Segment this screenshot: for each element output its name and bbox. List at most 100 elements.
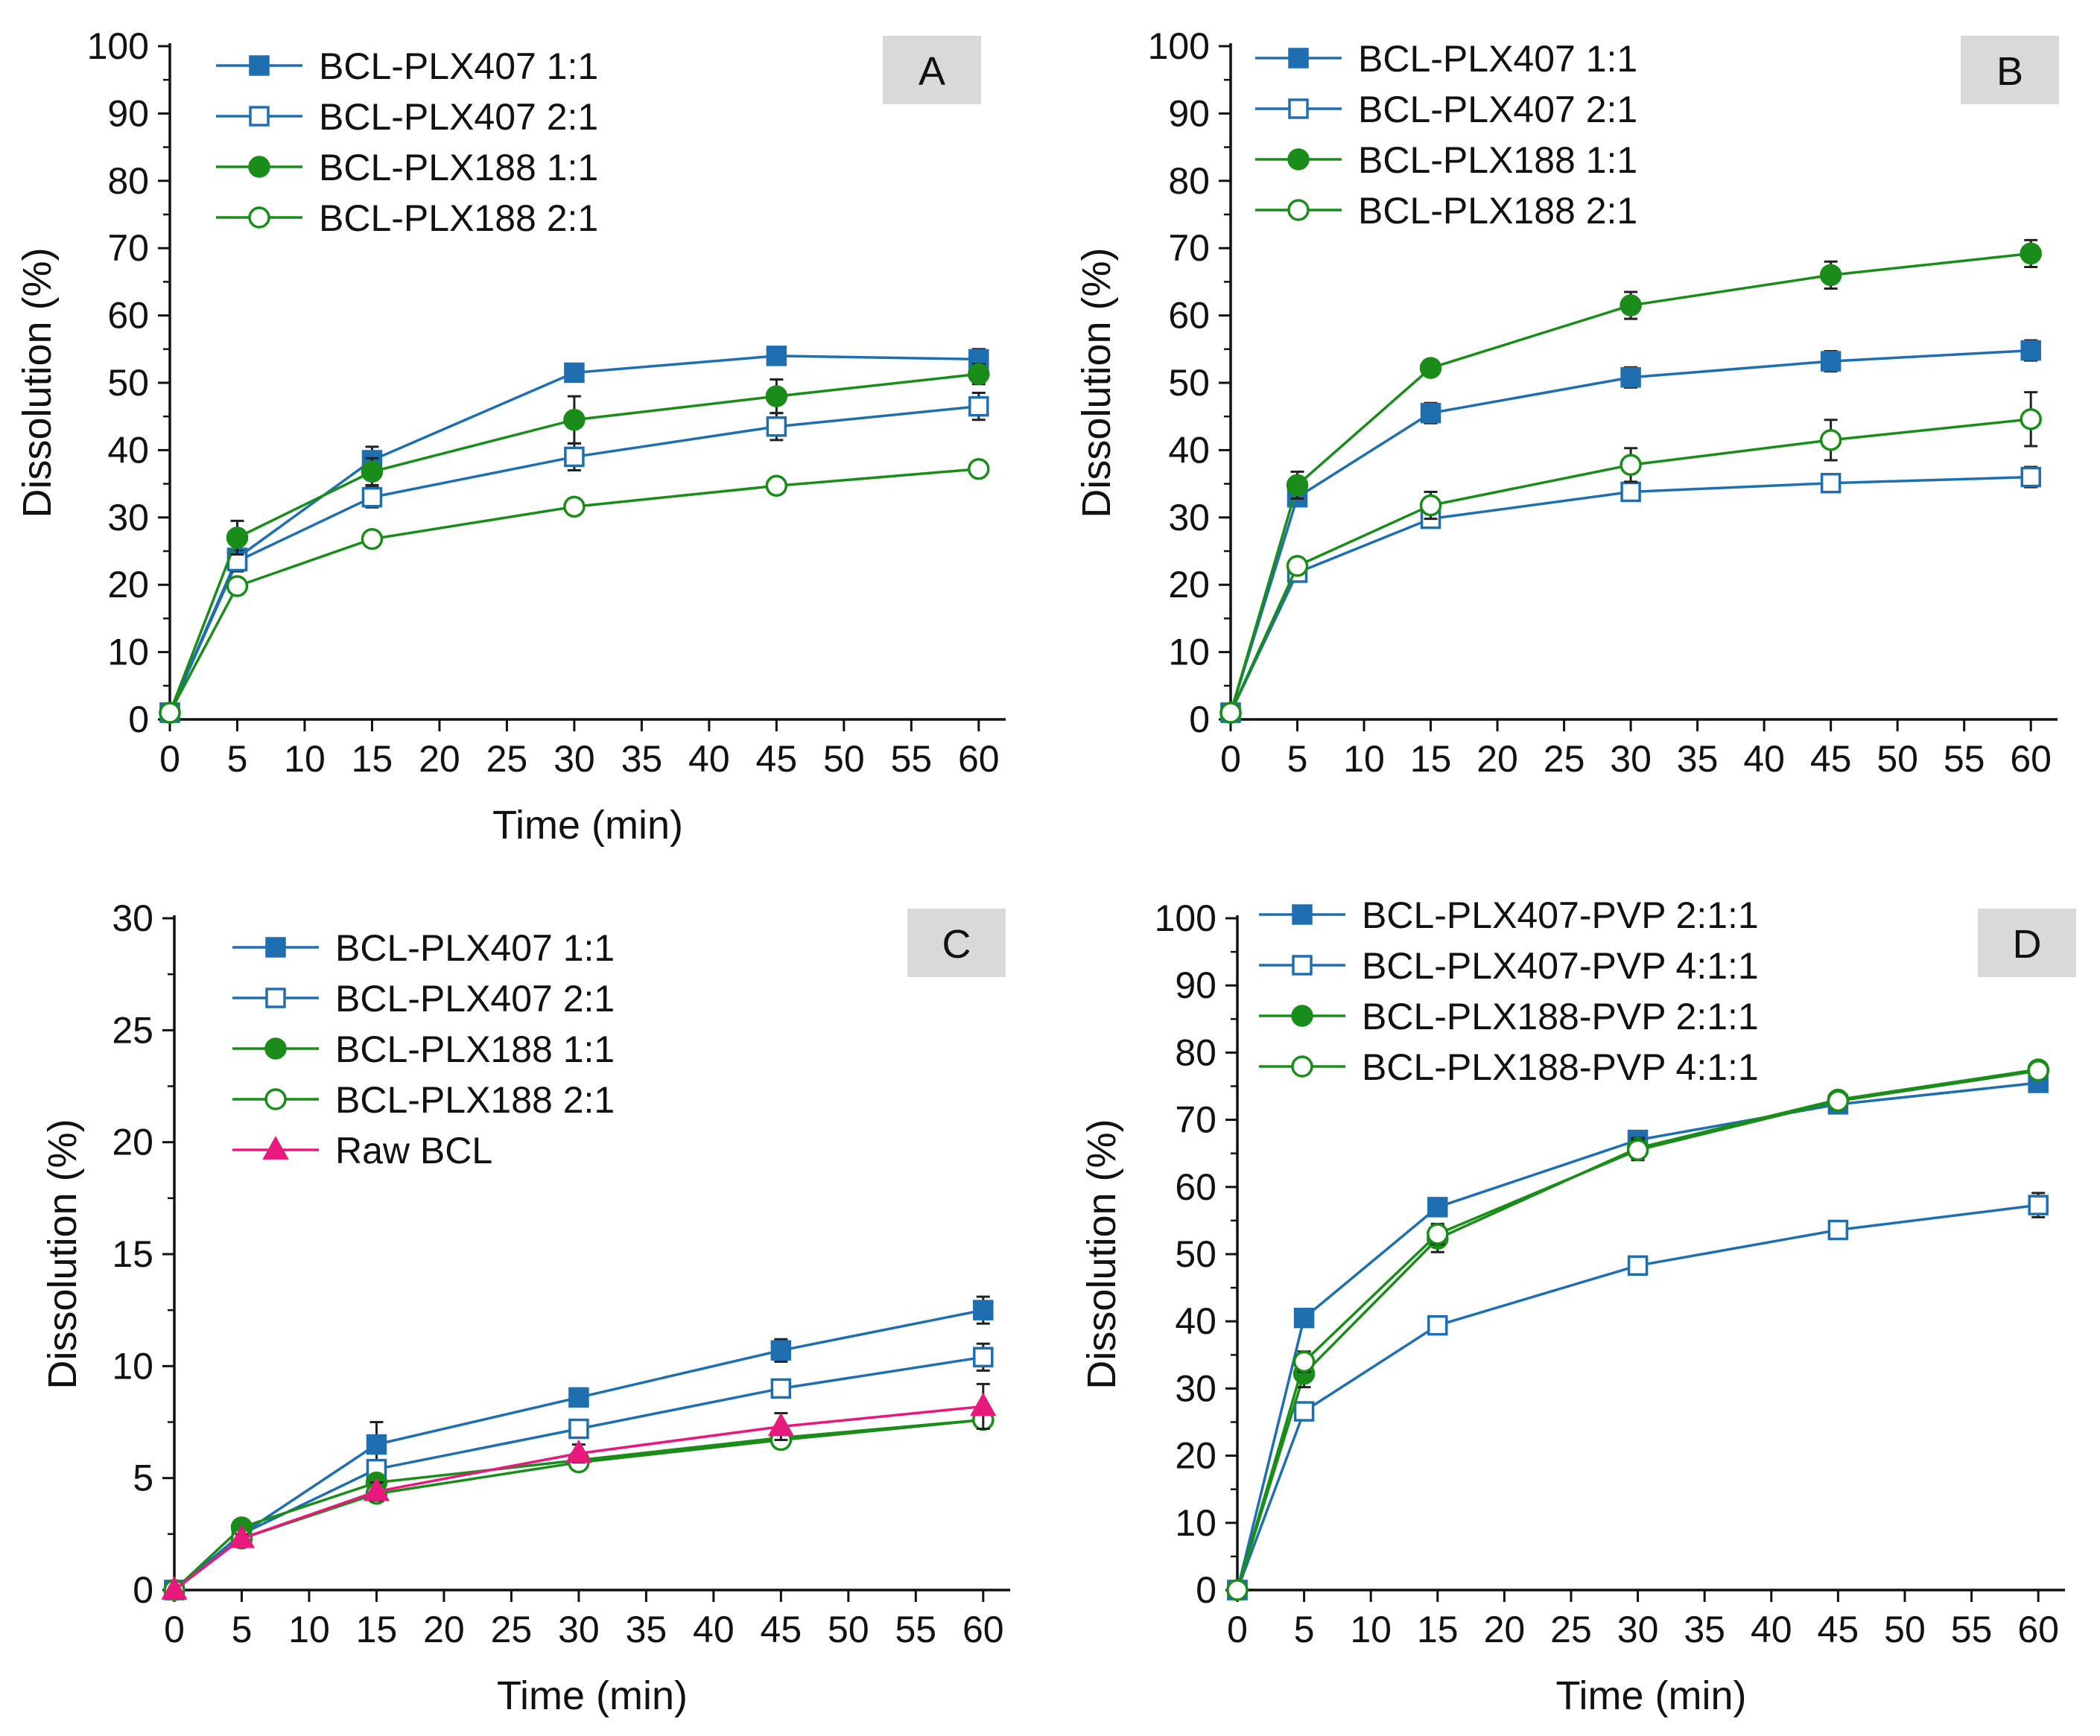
panel-c-y-tick-label: 25 bbox=[112, 1009, 153, 1051]
panel-b-x-tick-label: 20 bbox=[1476, 738, 1518, 780]
panel-a-series-bcl-plx188-2-1-point bbox=[159, 702, 181, 724]
panel-a-y-tick-label: 70 bbox=[107, 227, 149, 269]
panel-a-series-bcl-plx407-2-1-line bbox=[168, 404, 979, 713]
panel-a: 0 10 20 30 40 50 60 70 80 90 100 0 5 10 15 20 25 30 35 40 45… bbox=[15, 25, 1006, 848]
panel-d-legend-item-bcl-plx407-pvp-2-1-1-marker bbox=[1292, 904, 1313, 925]
panel-c-x-tick-label: 25 bbox=[491, 1609, 533, 1650]
panel-b-legend-item-bcl-plx407-1-1-label: BCL-PLX407 1:1 bbox=[1358, 38, 1637, 80]
panel-a-letter: A bbox=[919, 49, 945, 94]
panel-b-y-tick-label: 30 bbox=[1168, 497, 1210, 538]
panel-a-series-bcl-plx188-1-1-line bbox=[168, 372, 979, 713]
panel-b-series-bcl-plx407-2-1-point bbox=[1820, 472, 1842, 494]
panel-d-legend-item-bcl-plx188-pvp-2-1-1-marker bbox=[1291, 1005, 1313, 1027]
panel-d-x-tick-label: 5 bbox=[1294, 1609, 1315, 1650]
panel-b-x-tick-label: 60 bbox=[2010, 738, 2052, 780]
panel-c-x-tick-label: 15 bbox=[356, 1609, 398, 1650]
panel-b-series-bcl-plx188-2-1-point bbox=[1819, 429, 1842, 451]
panel-a-legend-item-bcl-plx188-1-1-label: BCL-PLX188 1:1 bbox=[319, 147, 598, 188]
panel-c-legend-item-raw-bcl-label: Raw BCL bbox=[335, 1130, 492, 1171]
panel-d-y-tick-label: 90 bbox=[1175, 964, 1216, 1006]
panel-d-y-axis-title: Dissolution (%) bbox=[1079, 1119, 1124, 1389]
panel-a-y-tick-label: 30 bbox=[107, 497, 149, 538]
panel-c-legend: BCL-PLX407 1:1 BCL-PLX407 2:1 BCL-PLX188 1… bbox=[232, 927, 615, 1171]
panel-d-x-tick-label: 25 bbox=[1550, 1609, 1592, 1650]
panel-c-series-bcl-plx407-2-1-point bbox=[770, 1378, 792, 1399]
panel-b-x-tick-label: 50 bbox=[1877, 738, 1918, 780]
panel-b-y-tick-label: 20 bbox=[1168, 564, 1210, 605]
panel-a-x-tick-label: 25 bbox=[486, 738, 528, 780]
panel-a-series-bcl-plx188-2-1-point bbox=[765, 474, 788, 497]
panel-d-x-tick-label: 50 bbox=[1884, 1609, 1926, 1650]
panel-c-x-tick-label: 35 bbox=[626, 1609, 667, 1650]
panel-a-y-tick-label: 80 bbox=[107, 160, 149, 202]
panel-a-x-tick-label: 30 bbox=[553, 738, 595, 780]
panel-c-legend-item-bcl-plx407-2-1-label: BCL-PLX407 2:1 bbox=[335, 978, 615, 1020]
panel-c-legend-item-bcl-plx188-2-1-label: BCL-PLX188 2:1 bbox=[335, 1079, 615, 1121]
panel-c-y-tick-label: 15 bbox=[112, 1233, 153, 1275]
panel-d-y-tick-label: 0 bbox=[1196, 1569, 1216, 1611]
panel-b-legend-item-bcl-plx407-1-1-marker bbox=[1288, 48, 1309, 69]
panel-b-y-axis-title: Dissolution (%) bbox=[1074, 247, 1119, 518]
panel-b-legend-item-bcl-plx407-1-1: BCL-PLX407 1:1 bbox=[1255, 38, 1637, 80]
panel-a-series-bcl-plx188-1-1 bbox=[159, 363, 990, 724]
panel-d-x-tick-label: 55 bbox=[1951, 1609, 1993, 1650]
panel-c-series-raw-bcl-point bbox=[161, 1576, 188, 1600]
panel-c-series-bcl-plx407-2-1-point bbox=[568, 1418, 589, 1440]
panel-d-series-bcl-plx407-pvp-4-1-1-point bbox=[1627, 1255, 1649, 1276]
panel-a-series-bcl-plx188-2-1-point bbox=[361, 527, 384, 550]
panel-d-series-bcl-plx188-pvp-4-1-1-point bbox=[1827, 1090, 1850, 1113]
panel-a-series-bcl-plx188-2-1-point bbox=[968, 457, 990, 480]
panel-a-x-axis-title: Time (min) bbox=[492, 803, 683, 848]
panel-b-legend-item-bcl-plx188-2-1-marker bbox=[1287, 199, 1310, 221]
panel-b: 0 10 20 30 40 50 60 70 80 90 100 0 5 10 15 20 25 30 35 40 45… bbox=[1074, 25, 2059, 780]
panel-c-legend-item-bcl-plx188-2-1-marker bbox=[264, 1088, 287, 1110]
panel-a-x-tick-label: 20 bbox=[419, 738, 460, 780]
panel-b-series-bcl-plx407-1-1-point bbox=[1620, 367, 1641, 388]
panel-d-legend: BCL-PLX407-PVP 2:1:1 BCL-PLX407-PVP 4:1:1… bbox=[1259, 894, 1759, 1088]
panel-d: 0 10 20 30 40 50 60 70 80 90 100 0 5 10 15 20 25 30 35 40 45… bbox=[1079, 894, 2076, 1718]
panel-d-letter-box bbox=[1978, 909, 2076, 977]
panel-a-series-bcl-plx407-1-1-point bbox=[564, 362, 585, 384]
panel-a-y-tick-label: 40 bbox=[107, 429, 149, 471]
panel-c-x-tick-label: 60 bbox=[962, 1609, 1004, 1650]
panel-c-x-axis-title: Time (min) bbox=[497, 1673, 688, 1718]
panel-d-y-tick-label: 10 bbox=[1175, 1502, 1216, 1544]
panel-d-series-bcl-plx188-pvp-4-1-1 bbox=[1226, 1060, 2049, 1601]
panel-c-legend-item-bcl-plx407-2-1: BCL-PLX407 2:1 bbox=[232, 978, 615, 1020]
panel-a-series-bcl-plx188-1-1-point bbox=[968, 363, 990, 385]
panel-b-legend-item-bcl-plx407-2-1: BCL-PLX407 2:1 bbox=[1255, 89, 1637, 130]
panel-d-legend-item-bcl-plx407-pvp-4-1-1: BCL-PLX407-PVP 4:1:1 bbox=[1259, 945, 1759, 987]
panel-c-x-tick-label: 55 bbox=[895, 1609, 937, 1650]
panel-d-series-bcl-plx407-pvp-2-1-1-point bbox=[1427, 1197, 1448, 1218]
panel-d-x-tick-label: 20 bbox=[1484, 1609, 1526, 1650]
panel-d-legend-item-bcl-plx407-pvp-2-1-1-label: BCL-PLX407-PVP 2:1:1 bbox=[1362, 894, 1759, 936]
panel-d-series-bcl-plx188-pvp-4-1-1-point bbox=[1292, 1350, 1316, 1373]
panel-c-x-tick-label: 30 bbox=[558, 1609, 600, 1650]
panel-b-series-bcl-plx188-1-1-point bbox=[1620, 294, 1642, 317]
panel-a-series-bcl-plx188-1-1-point bbox=[226, 527, 249, 549]
panel-a-x-tick-label: 60 bbox=[958, 738, 1000, 780]
panel-a-y-tick-label: 10 bbox=[107, 632, 149, 673]
panel-a-x-tick-label: 40 bbox=[688, 738, 730, 780]
panel-d-x-axis-title: Time (min) bbox=[1556, 1673, 1747, 1718]
panel-c-y-tick-label: 30 bbox=[112, 897, 153, 939]
panel-b-legend-item-bcl-plx188-1-1-marker bbox=[1287, 148, 1310, 171]
panel-b-series-bcl-plx407-1-1-point bbox=[1820, 351, 1842, 372]
panel-a-x-tick-label: 50 bbox=[823, 738, 865, 780]
panel-c-series-raw-bcl-point bbox=[970, 1392, 997, 1417]
panel-d-series-bcl-plx407-pvp-2-1-1-line bbox=[1236, 1081, 2039, 1591]
panel-a-series-bcl-plx188-1-1-point bbox=[563, 408, 586, 431]
panel-a-y-tick-label: 90 bbox=[107, 92, 149, 134]
panel-d-y-tick-label: 20 bbox=[1175, 1435, 1216, 1477]
panel-b-legend-item-bcl-plx407-2-1-label: BCL-PLX407 2:1 bbox=[1358, 89, 1637, 130]
panel-b-series-bcl-plx407-1-1-point bbox=[2020, 340, 2041, 361]
panel-a-legend-item-bcl-plx407-1-1: BCL-PLX407 1:1 bbox=[216, 45, 598, 87]
panel-d-legend-item-bcl-plx407-pvp-4-1-1-marker bbox=[1292, 955, 1313, 976]
panel-b-x-tick-label: 25 bbox=[1544, 738, 1585, 780]
panel-c-series-raw-bcl bbox=[161, 1382, 997, 1600]
panel-c-letter-box bbox=[907, 909, 1006, 977]
panel-d-legend-item-bcl-plx188-pvp-4-1-1-label: BCL-PLX188-PVP 4:1:1 bbox=[1362, 1046, 1759, 1088]
panel-c-series-bcl-plx407-1-1-point bbox=[568, 1387, 589, 1408]
panel-b-series-bcl-plx407-2-1-point bbox=[2020, 466, 2041, 488]
